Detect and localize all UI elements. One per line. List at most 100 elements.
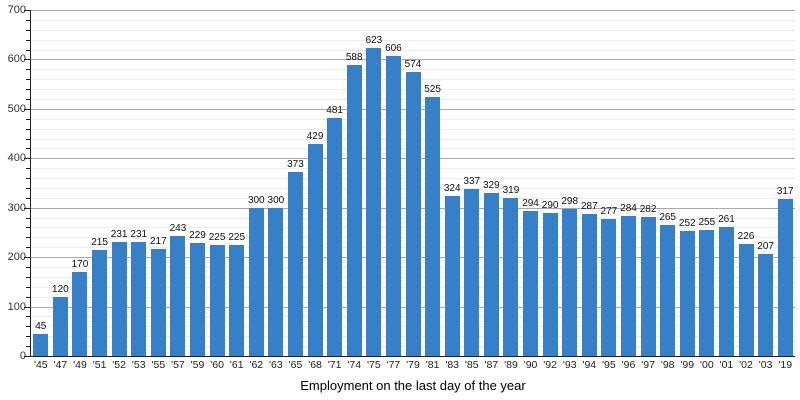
- x-tick-label: '85: [464, 359, 479, 371]
- y-axis-tick: [26, 296, 30, 298]
- bar-value-label: 481: [326, 105, 343, 117]
- gridline-minor: [31, 39, 795, 41]
- x-tick-label: '00: [700, 359, 714, 371]
- y-axis-tick: [26, 267, 30, 269]
- bar: [52, 296, 68, 356]
- y-axis-tick: [26, 89, 30, 91]
- y-axis-tick: [24, 257, 30, 259]
- bar-value-label: 284: [620, 202, 637, 214]
- x-tick-label: '94: [582, 359, 597, 371]
- bar: [405, 72, 421, 356]
- bar: [229, 244, 245, 356]
- bar-value-label: 231: [130, 228, 148, 240]
- bar-value-label: 606: [385, 43, 402, 55]
- x-tick-label: '19: [778, 359, 793, 371]
- x-tick-label: '63: [269, 359, 283, 371]
- bar-value-label: 120: [52, 283, 69, 295]
- x-tick-label: '89: [504, 359, 518, 371]
- bar: [542, 212, 558, 356]
- y-axis-tick: [26, 336, 30, 338]
- bar: [327, 118, 343, 356]
- bar: [346, 65, 362, 356]
- y-axis-tick: [26, 79, 30, 81]
- y-axis-line: [30, 10, 31, 357]
- gridline-major: [31, 59, 795, 61]
- y-axis-tick: [24, 59, 30, 61]
- y-axis-tick: [26, 49, 30, 51]
- bar: [150, 248, 166, 356]
- bar: [131, 241, 147, 356]
- bar: [33, 333, 49, 356]
- bar-value-label: 300: [247, 194, 265, 206]
- bar-value-label: 525: [424, 83, 441, 95]
- x-tick-label: '98: [660, 359, 675, 371]
- bar: [268, 207, 284, 356]
- bar-value-label: 298: [561, 195, 579, 207]
- bar-value-label: 287: [580, 201, 598, 213]
- bar: [581, 214, 597, 356]
- x-tick-label: '74: [347, 359, 362, 371]
- bar-value-label: 225: [228, 231, 246, 243]
- bar-value-label: 337: [463, 176, 481, 188]
- x-tick-label: '59: [190, 359, 205, 371]
- bar-value-label: 207: [757, 240, 774, 252]
- bar-value-label: 265: [659, 212, 676, 223]
- x-tick-label: '52: [112, 359, 126, 371]
- bar-value-label: 170: [71, 258, 89, 270]
- bar-value-label: 282: [639, 203, 657, 215]
- bar: [699, 229, 715, 356]
- x-tick-label: '81: [425, 359, 440, 371]
- y-axis-tick: [26, 326, 30, 328]
- bar: [287, 171, 303, 356]
- bar: [660, 225, 676, 356]
- y-axis-tick: [26, 346, 30, 348]
- x-tick-label: '90: [523, 359, 538, 371]
- bar-value-label: 623: [365, 35, 383, 47]
- y-axis-tick: [26, 128, 30, 130]
- x-tick-label: '97: [641, 359, 655, 371]
- x-tick-label: '96: [621, 359, 636, 371]
- bar: [523, 210, 539, 356]
- y-axis-tick: [26, 286, 30, 288]
- x-tick-label: '03: [758, 359, 773, 371]
- x-tick-label: '93: [562, 359, 577, 371]
- y-axis-tick: [26, 197, 30, 199]
- x-tick-label: '47: [53, 359, 68, 371]
- x-tick-label: '02: [739, 359, 753, 371]
- x-tick-label: '01: [719, 359, 734, 371]
- bar: [209, 244, 225, 356]
- y-axis-tick: [26, 187, 30, 189]
- x-tick-label: '60: [210, 359, 224, 371]
- x-tick-label: '53: [131, 359, 146, 371]
- bar-value-label: 217: [149, 235, 167, 247]
- y-axis-tick: [26, 29, 30, 31]
- bar: [562, 208, 578, 356]
- y-axis-tick: [24, 158, 30, 160]
- bar: [190, 242, 205, 356]
- x-tick-label: '55: [151, 359, 166, 371]
- y-axis-tick: [26, 138, 30, 140]
- bar: [72, 271, 88, 356]
- bar-value-label: 324: [443, 182, 461, 194]
- bar: [248, 207, 264, 356]
- bar-value-label: 277: [600, 206, 618, 218]
- bar-value-label: 373: [287, 158, 304, 170]
- y-axis-tick: [26, 227, 30, 229]
- gridline-minor: [31, 69, 795, 71]
- y-tick-label: 600: [7, 53, 26, 66]
- x-tick-label: '49: [73, 359, 87, 371]
- bar: [385, 56, 401, 356]
- y-axis-tick: [24, 306, 30, 308]
- y-axis-tick: [26, 118, 30, 120]
- x-tick-label: '68: [308, 359, 322, 371]
- bar-value-label: 429: [306, 130, 324, 142]
- x-tick-label: '87: [484, 359, 499, 371]
- x-tick-label: '83: [445, 359, 460, 371]
- gridline-minor: [31, 19, 795, 21]
- x-tick-label: '61: [229, 359, 244, 371]
- bar: [503, 198, 519, 356]
- bar: [640, 216, 656, 356]
- y-axis-tick: [26, 276, 30, 278]
- bar: [738, 244, 754, 356]
